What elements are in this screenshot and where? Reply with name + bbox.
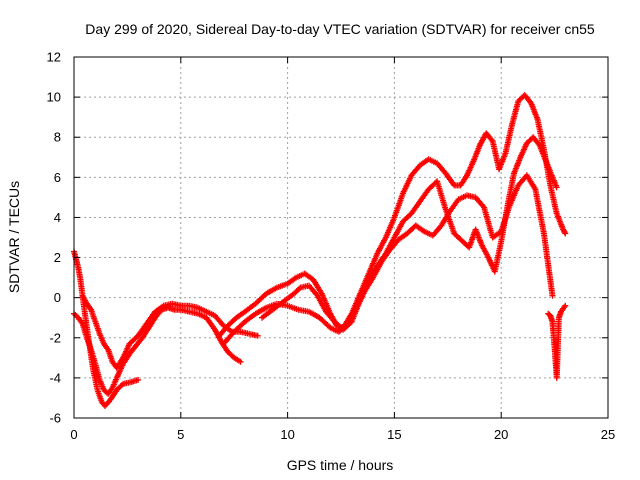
axis-ticks: 0 5 10 15 20 25 -6 -4 -2 0 2 4 6 8 10 12 [47,50,616,443]
series-track-g [545,302,569,381]
data-point [562,230,569,237]
plot-frame [73,56,609,419]
series-track-b [71,304,244,397]
x-axis-label: GPS time / hours [287,457,394,473]
y-tick-label: 6 [54,170,61,185]
data-point [562,302,569,309]
x-tick-label: 10 [280,427,294,442]
y-tick-label: 0 [54,290,61,305]
series-track-c [79,292,261,371]
x-tick-label: 25 [601,427,615,442]
y-tick-label: -4 [49,370,61,385]
series-track-f [259,134,560,333]
y-tick-label: 12 [47,50,61,65]
y-tick-label: 2 [54,250,61,265]
data-point [135,376,142,383]
data-point [237,358,244,365]
x-tick-label: 5 [177,427,184,442]
data-point [553,184,560,191]
y-tick-label: 4 [54,210,61,225]
x-tick-label: 0 [70,427,77,442]
x-tick-label: 15 [387,427,401,442]
data-point [561,229,568,236]
data-series [71,92,569,409]
y-tick-label: -6 [49,411,61,426]
y-tick-label: 10 [47,90,61,105]
y-tick-label: -2 [49,330,61,345]
data-point [488,136,495,143]
y-axis-label: SDTVAR / TECUs [6,181,22,293]
chart-title: Day 299 of 2020, Sidereal Day-to-day VTE… [85,21,595,37]
data-point [549,292,556,299]
y-tick-label: 8 [54,130,61,145]
x-tick-label: 20 [494,427,508,442]
data-point [254,332,261,339]
